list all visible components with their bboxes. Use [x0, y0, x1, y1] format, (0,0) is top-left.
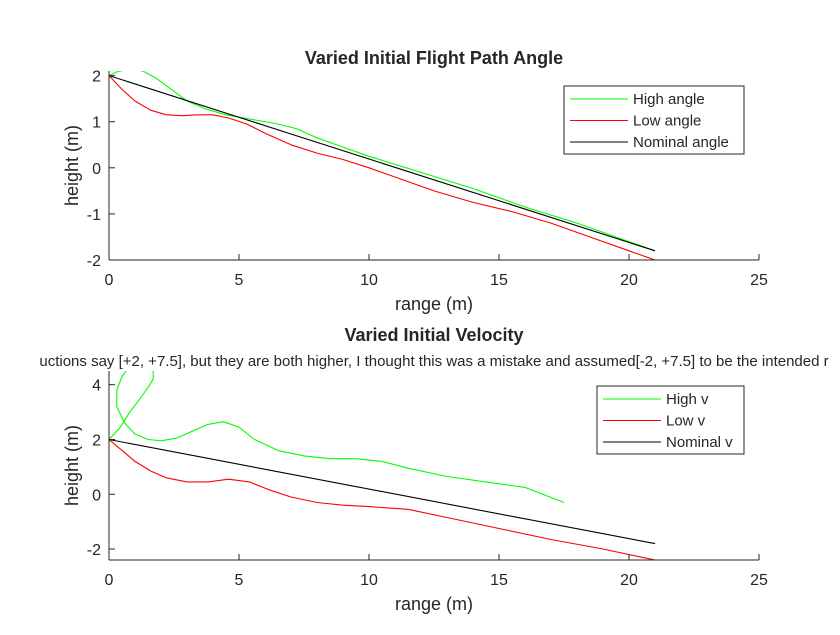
x-tick-label: 0 [105, 572, 114, 589]
series-line-high-v [109, 371, 565, 504]
y-tick-label: 4 [92, 378, 101, 395]
x-tick-label: 20 [620, 272, 638, 289]
chart-title: Varied Initial Velocity [344, 325, 523, 345]
x-tick-label: 15 [490, 272, 508, 289]
y-axis-label: height (m) [62, 125, 82, 206]
y-axis-label: height (m) [62, 425, 82, 506]
x-axis-label: range (m) [395, 594, 473, 614]
x-tick-label: 5 [235, 272, 244, 289]
x-tick-label: 10 [360, 572, 378, 589]
x-tick-label: 15 [490, 572, 508, 589]
chart-title: Varied Initial Flight Path Angle [305, 48, 563, 68]
series-line-nominal-v [109, 438, 656, 545]
legend-entry: Low v [666, 413, 706, 430]
x-tick-label: 0 [105, 272, 114, 289]
x-tick-label: 20 [620, 572, 638, 589]
y-tick-label: 0 [92, 487, 101, 504]
y-tick-label: -2 [87, 253, 101, 270]
legend-entry: High angle [633, 91, 705, 108]
y-tick-label: 2 [92, 69, 101, 86]
y-tick-label: 2 [92, 432, 101, 449]
series-line-low-angle [109, 75, 656, 260]
legend: High v Low v Nominal v [596, 385, 745, 455]
series-line-high-angle [109, 71, 656, 252]
chart-subtitle: uctions say [+2, +7.5], but they are bot… [39, 353, 828, 370]
x-axis-label: range (m) [395, 294, 473, 314]
x-tick-label: 5 [235, 572, 244, 589]
y-tick-label: -1 [87, 207, 101, 224]
legend-entry: Nominal angle [633, 134, 729, 151]
legend-entry: Low angle [633, 113, 701, 130]
legend: High angle Low angle Nominal angle [563, 85, 745, 155]
series-line-low-v [109, 439, 656, 560]
plot-0: 0 5 10 15 20 25 -2 -1 0 1 2 Varied Initial Flight P… [62, 48, 768, 314]
x-tick-label: 25 [750, 572, 768, 589]
y-tick-label: -2 [87, 542, 101, 559]
y-tick-label: 1 [92, 115, 101, 132]
legend-entry: High v [666, 391, 709, 408]
legend-entry: Nominal v [666, 434, 733, 451]
x-tick-label: 25 [750, 272, 768, 289]
series-line-nominal-angle [109, 75, 656, 252]
y-tick-label: 0 [92, 161, 101, 178]
x-tick-label: 10 [360, 272, 378, 289]
